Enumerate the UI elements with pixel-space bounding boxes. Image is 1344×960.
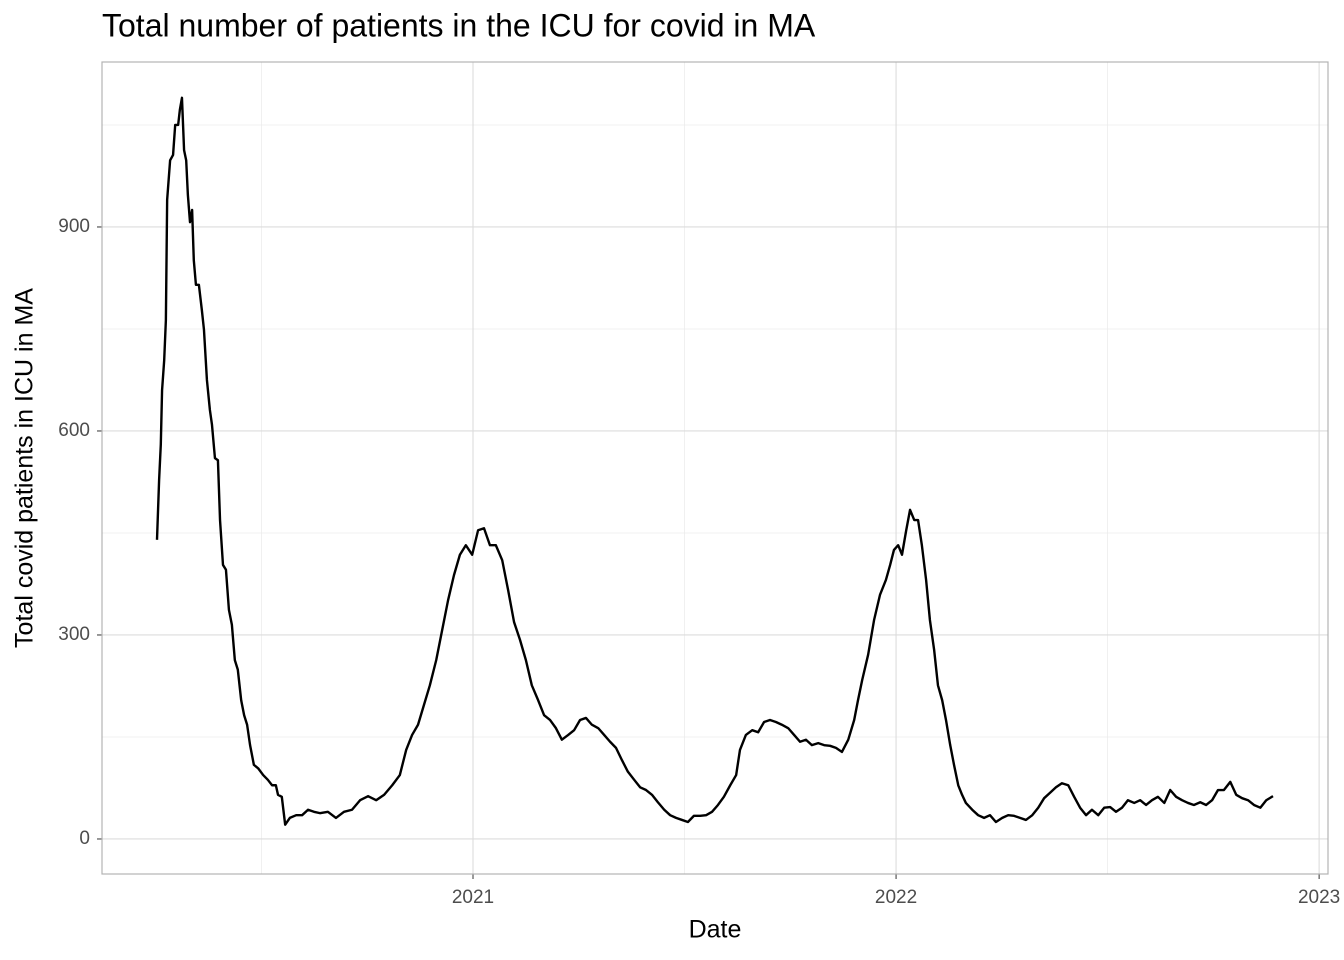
y-axis-label: Total covid patients in ICU in MA (11, 288, 39, 648)
x-tick-label: 2023 (1298, 887, 1340, 908)
chart-title: Total number of patients in the ICU for … (102, 7, 816, 43)
plot-border (101, 61, 1329, 875)
y-tick-label: 0 (79, 828, 90, 849)
data-line (155, 96, 1274, 826)
x-tick-label: 2021 (452, 887, 494, 908)
y-tick-label: 900 (58, 216, 90, 237)
y-tick-label: 300 (58, 624, 90, 645)
y-tick-label: 600 (58, 420, 90, 441)
x-axis-label: Date (689, 916, 742, 944)
x-tick-label: 2022 (875, 887, 917, 908)
